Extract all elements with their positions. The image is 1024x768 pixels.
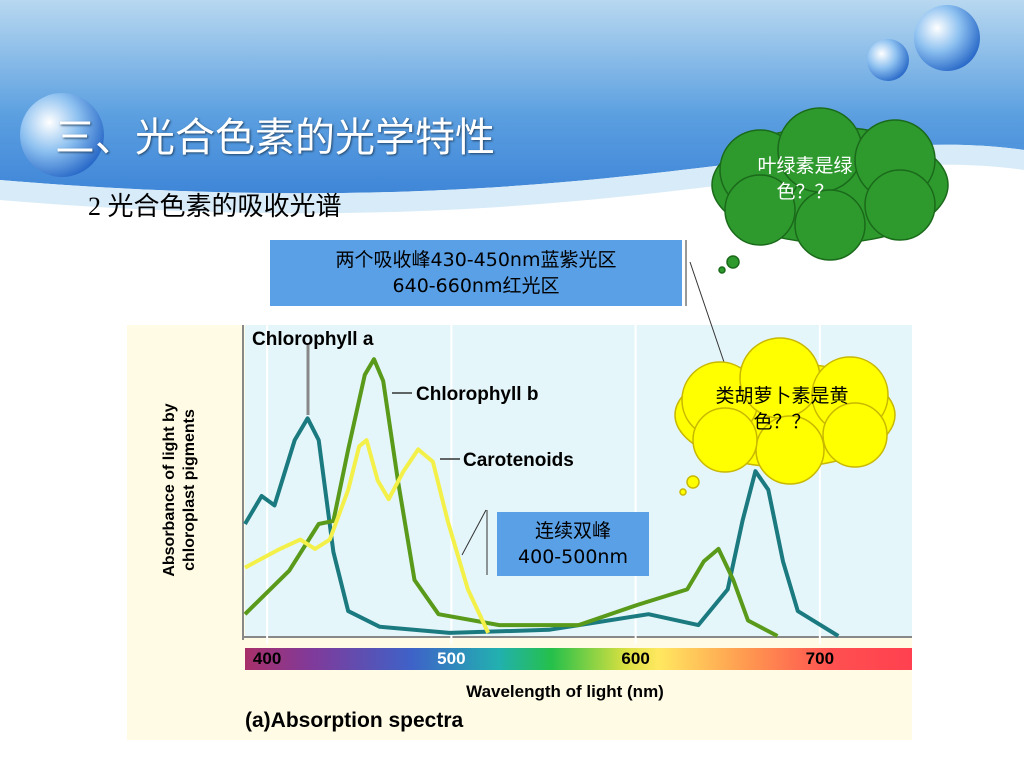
y-axis-label: Absorbance of light by chloroplast pigme…: [161, 403, 198, 577]
series-label: Chlorophyll a: [252, 329, 374, 350]
pointer: [689, 261, 726, 366]
x-tick-label: 500: [437, 649, 465, 668]
green-cloud: [711, 107, 949, 274]
double-peak-box: 连续双峰 400-500nm: [497, 512, 649, 576]
x-tick-label: 600: [621, 649, 649, 668]
spectrum-line: [243, 416, 840, 638]
peaks-box: 两个吸收峰430-450nm蓝紫光区 640-660nm红光区: [270, 240, 682, 306]
box-line: 两个吸收峰430-450nm蓝紫光区: [335, 249, 617, 271]
cloud-text: 类胡萝卜素是黄色？？: [715, 385, 849, 433]
slide-title: 三、光合色素的光学特性: [55, 115, 495, 160]
yellow-cloud: [674, 337, 896, 496]
cloud-text: 叶绿素是绿色？？: [757, 155, 853, 203]
bubble: [20, 93, 104, 177]
x-tick-label: 700: [806, 649, 834, 668]
bubble: [867, 39, 909, 81]
bubble: [914, 5, 980, 71]
spectrum-line: [243, 357, 779, 638]
series-label: Carotenoids: [463, 450, 574, 471]
x-tick-label: 400: [253, 649, 281, 668]
caption: (a)Absorption spectra: [245, 709, 464, 732]
spectrum-line: [244, 438, 491, 634]
x-axis-label: Wavelength of light (nm): [466, 682, 664, 701]
box-line: 连续双峰: [534, 520, 611, 542]
box-line: 400-500nm: [518, 546, 628, 568]
label-pointer: [461, 509, 487, 556]
box-line: 640-660nm红光区: [392, 275, 560, 297]
slide-subtitle: 2 光合色素的吸收光谱: [88, 192, 342, 221]
spectrum-bar: [245, 648, 912, 670]
series-label: Chlorophyll b: [416, 384, 538, 405]
